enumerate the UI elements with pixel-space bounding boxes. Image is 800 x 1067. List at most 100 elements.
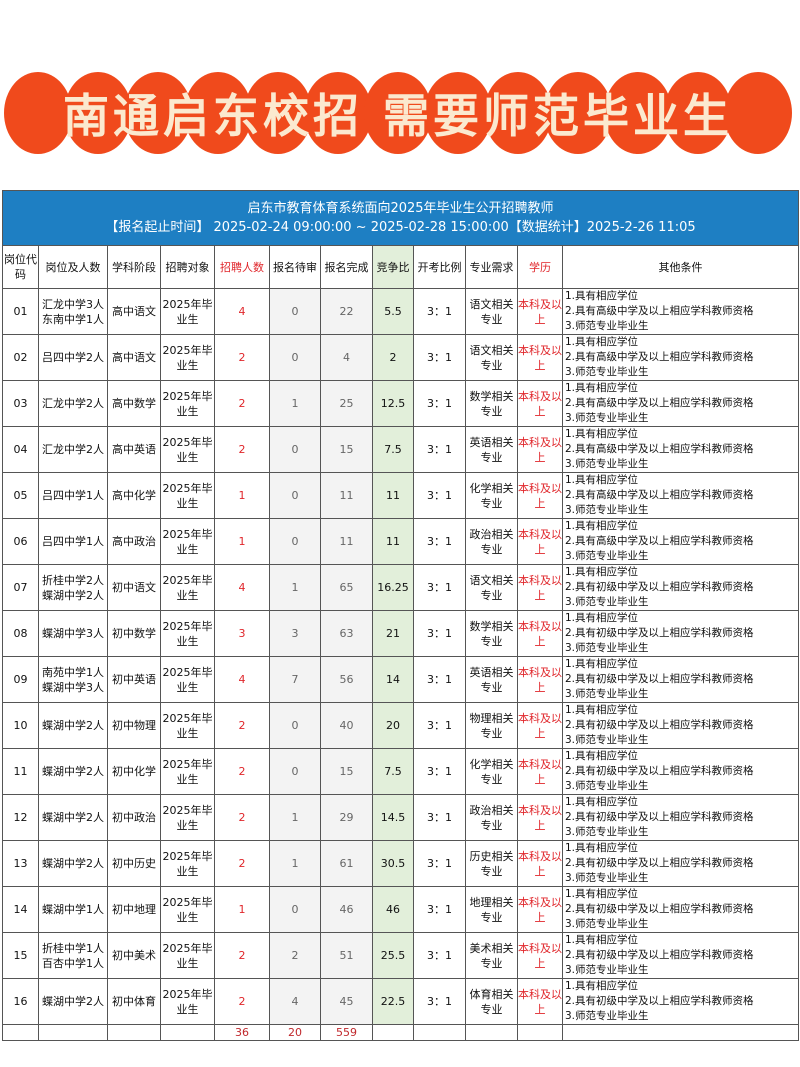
- table-subtitle: 【报名起止时间】 2025-02-24 09:00:00 ~ 2025-02-2…: [105, 220, 696, 235]
- condition-line: 2.具有初级中学及以上相应学科教师资格: [565, 719, 754, 731]
- table-row: 12 蝶湖中学2人 初中政治 2025年毕业生 2 1 29 14.5 3：1 政治相关专业 本科及…: [2, 794, 799, 841]
- cell-major: 英语相关专业: [465, 426, 518, 473]
- condition-line: 1.具有相应学位: [565, 658, 639, 670]
- table-row: 13 蝶湖中学2人 初中历史 2025年毕业生 2 1 61 30.5 3：1 历史相关专业 本科及…: [2, 840, 799, 887]
- cell-edu: 本科及以上: [517, 932, 563, 979]
- condition-line: 3.师范专业毕业生: [565, 320, 649, 332]
- cell-edu: 本科及以上: [517, 702, 563, 749]
- table-row: 15 折桂中学1人 百杏中学1人 初中美术 2025年毕业生 2 2 51 25.5 3：1 美术…: [2, 932, 799, 979]
- cell-subj: 高中英语: [107, 426, 161, 473]
- cell-major: 语文相关专业: [465, 334, 518, 381]
- condition-line: 1.具有相应学位: [565, 290, 639, 302]
- cell-ratio: 14.5: [372, 794, 414, 841]
- cell-subj: 初中物理: [107, 702, 161, 749]
- condition-line: 3.师范专业毕业生: [565, 1010, 649, 1022]
- cell-edu: 本科及以上: [517, 886, 563, 933]
- cell-pos: 汇龙中学2人: [38, 380, 108, 427]
- cell-done: 65: [320, 564, 373, 611]
- cell-num: 2: [214, 978, 270, 1025]
- cell-pending: 7: [269, 656, 321, 703]
- condition-line: 2.具有初级中学及以上相应学科教师资格: [565, 581, 754, 593]
- cell-pos: 蝶湖中学2人: [38, 840, 108, 887]
- cell-exam: 3：1: [413, 564, 466, 611]
- cell-subj: 初中体育: [107, 978, 161, 1025]
- cell-code: 02: [2, 334, 39, 381]
- cell-subj: 高中化学: [107, 472, 161, 519]
- table-row: 02 吕四中学2人 高中语文 2025年毕业生 2 0 4 2 3：1 语文相关专业 本科及以上 1.…: [2, 334, 799, 381]
- column-header: 学科阶段: [107, 245, 161, 289]
- cell-code: 11: [2, 748, 39, 795]
- cell-num: 2: [214, 794, 270, 841]
- cell-done: 45: [320, 978, 373, 1025]
- cell-conditions: 1.具有相应学位 2.具有初级中学及以上相应学科教师资格 3.师范专业毕业生: [562, 794, 799, 841]
- cell-edu: 本科及以上: [517, 748, 563, 795]
- cell-major: 美术相关专业: [465, 932, 518, 979]
- table-row: 03 汇龙中学2人 高中数学 2025年毕业生 2 1 25 12.5 3：1 数学相关专业 本科及…: [2, 380, 799, 427]
- cell-major: 地理相关专业: [465, 886, 518, 933]
- cell-done: 40: [320, 702, 373, 749]
- cell-conditions: 1.具有相应学位 2.具有高级中学及以上相应学科教师资格 3.师范专业毕业生: [562, 380, 799, 427]
- cell-ratio: 16.25: [372, 564, 414, 611]
- table-row: 10 蝶湖中学2人 初中物理 2025年毕业生 2 0 40 20 3：1 物理相关专业 本科及以上…: [2, 702, 799, 749]
- cell-target: 2025年毕业生: [160, 334, 215, 381]
- column-header: 招聘对象: [160, 245, 215, 289]
- cell-exam: 3：1: [413, 380, 466, 427]
- condition-line: 2.具有初级中学及以上相应学科教师资格: [565, 765, 754, 777]
- cell-major: 英语相关专业: [465, 656, 518, 703]
- cell-exam: 3：1: [413, 702, 466, 749]
- table-title: 启东市教育体育系统面向2025年毕业生公开招聘教师 【报名起止时间】 2025-0…: [2, 190, 799, 246]
- cell-subj: 初中语文: [107, 564, 161, 611]
- cell-conditions: 1.具有相应学位 2.具有初级中学及以上相应学科教师资格 3.师范专业毕业生: [562, 656, 799, 703]
- condition-line: 1.具有相应学位: [565, 336, 639, 348]
- banner-background: [4, 72, 792, 154]
- condition-line: 2.具有高级中学及以上相应学科教师资格: [565, 535, 754, 547]
- cell-done: 4: [320, 334, 373, 381]
- cell-major: 化学相关专业: [465, 748, 518, 795]
- cell-pos: 蝶湖中学3人: [38, 610, 108, 657]
- cell-pending: 1: [269, 380, 321, 427]
- cell-num: 1: [214, 472, 270, 519]
- cell-subj: 高中语文: [107, 288, 161, 335]
- cell-code: 04: [2, 426, 39, 473]
- cell-conditions: 1.具有相应学位 2.具有初级中学及以上相应学科教师资格 3.师范专业毕业生: [562, 886, 799, 933]
- condition-line: 1.具有相应学位: [565, 428, 639, 440]
- cell-subj: 高中政治: [107, 518, 161, 565]
- cell-pos: 南苑中学1人 蝶湖中学3人: [38, 656, 108, 703]
- table-row: 04 汇龙中学2人 高中英语 2025年毕业生 2 0 15 7.5 3：1 英语相关专业 本科及以…: [2, 426, 799, 473]
- cell-major: 数学相关专业: [465, 380, 518, 427]
- cell-conditions: 1.具有相应学位 2.具有高级中学及以上相应学科教师资格 3.师范专业毕业生: [562, 518, 799, 565]
- column-header: 岗位代码: [2, 245, 39, 289]
- cell-target: 2025年毕业生: [160, 656, 215, 703]
- cell-num: 4: [214, 656, 270, 703]
- condition-line: 3.师范专业毕业生: [565, 780, 649, 792]
- cell-edu: 本科及以上: [517, 840, 563, 887]
- cell-edu: 本科及以上: [517, 794, 563, 841]
- cell-major: 体育相关专业: [465, 978, 518, 1025]
- cell-conditions: 1.具有相应学位 2.具有初级中学及以上相应学科教师资格 3.师范专业毕业生: [562, 748, 799, 795]
- cell-major: 化学相关专业: [465, 472, 518, 519]
- cell-target: 2025年毕业生: [160, 564, 215, 611]
- cell-subj: 初中地理: [107, 886, 161, 933]
- table-row: 06 吕四中学1人 高中政治 2025年毕业生 1 0 11 11 3：1 政治相关专业 本科及以上…: [2, 518, 799, 565]
- cell-exam: 3：1: [413, 472, 466, 519]
- cell-ratio: 46: [372, 886, 414, 933]
- cell-ratio: 7.5: [372, 426, 414, 473]
- condition-line: 1.具有相应学位: [565, 796, 639, 808]
- cell-exam: 3：1: [413, 518, 466, 565]
- cell-edu: 本科及以上: [517, 426, 563, 473]
- cell-pending: 0: [269, 886, 321, 933]
- cell-num: 1: [214, 518, 270, 565]
- cell-target: 2025年毕业生: [160, 472, 215, 519]
- cell-ratio: 7.5: [372, 748, 414, 795]
- cell-subj: 初中美术: [107, 932, 161, 979]
- cell-pending: 1: [269, 564, 321, 611]
- cell-conditions: 1.具有相应学位 2.具有高级中学及以上相应学科教师资格 3.师范专业毕业生: [562, 334, 799, 381]
- cell-pending: 0: [269, 334, 321, 381]
- condition-line: 1.具有相应学位: [565, 888, 639, 900]
- cell-num: 2: [214, 932, 270, 979]
- cell-ratio: 2: [372, 334, 414, 381]
- cell-pending: 1: [269, 794, 321, 841]
- condition-line: 2.具有高级中学及以上相应学科教师资格: [565, 489, 754, 501]
- cell-major: 语文相关专业: [465, 564, 518, 611]
- condition-line: 3.师范专业毕业生: [565, 550, 649, 562]
